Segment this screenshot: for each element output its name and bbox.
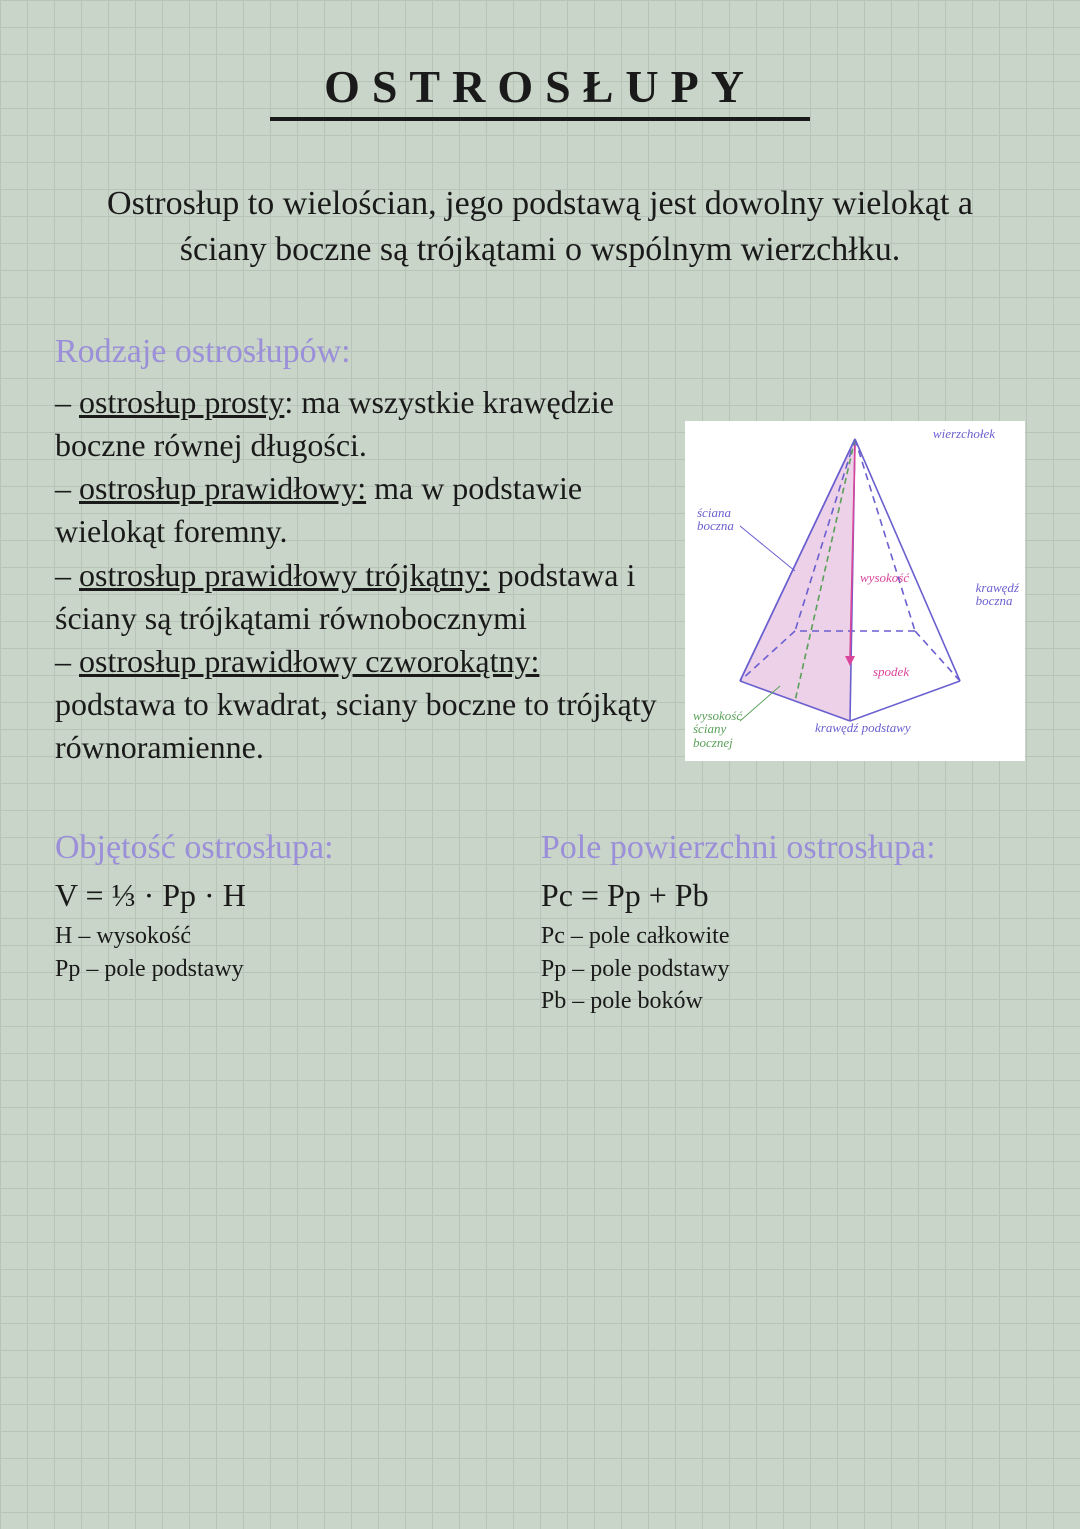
types-section: Rodzaje ostrosłupów: – ostrosłup prosty:…	[55, 333, 1025, 770]
label-base-edge: krawędź podstawy	[815, 721, 911, 735]
list-item: – ostrosłup prawidłowy trójkątny: podsta…	[55, 554, 663, 640]
page-title: OSTROSŁUPY	[55, 60, 1025, 113]
label-height: wysokość	[860, 571, 909, 585]
surface-section: Pole powierzchni ostrosłupa: Pc = Pp + P…	[541, 829, 1025, 1017]
label-face-height: wysokość ściany bocznej	[693, 709, 742, 750]
formulas-row: Objętość ostrosłupa: V = ⅓ · Pp · H H – …	[55, 829, 1025, 1017]
intro-text: Ostrosłup to wielościan, jego podstawą j…	[55, 181, 1025, 273]
list-item: – ostrosłup prosty: ma wszystkie krawędz…	[55, 381, 663, 467]
volume-section: Objętość ostrosłupa: V = ⅓ · Pp · H H – …	[55, 829, 511, 1017]
surface-formula: Pc = Pp + Pb	[541, 877, 1025, 914]
label-side-edge: krawędź boczna	[976, 581, 1019, 608]
surface-heading: Pole powierzchni ostrosłupa:	[541, 829, 1025, 867]
title-underline	[270, 117, 810, 121]
label-side-face: ściana boczna	[697, 506, 734, 533]
label-foot: spodek	[873, 665, 909, 679]
types-heading: Rodzaje ostrosłupów:	[55, 333, 1025, 371]
volume-heading: Objętość ostrosłupa:	[55, 829, 511, 867]
volume-note: H – wysokość	[55, 920, 511, 952]
list-item: – ostrosłup prawidłowy czworokątny: pods…	[55, 640, 663, 770]
surface-note: Pc – pole całkowite	[541, 920, 1025, 952]
label-apex: wierzchołek	[933, 427, 995, 441]
list-item: – ostrosłup prawidłowy: ma w podstawie w…	[55, 467, 663, 553]
volume-formula: V = ⅓ · Pp · H	[55, 877, 511, 914]
pyramid-diagram: wierzchołek ściana boczna wysokość krawę…	[685, 421, 1025, 761]
types-list: – ostrosłup prosty: ma wszystkie krawędz…	[55, 381, 663, 770]
volume-note: Pp – pole podstawy	[55, 953, 511, 985]
surface-note: Pp – pole podstawy	[541, 953, 1025, 985]
surface-note: Pb – pole boków	[541, 985, 1025, 1017]
